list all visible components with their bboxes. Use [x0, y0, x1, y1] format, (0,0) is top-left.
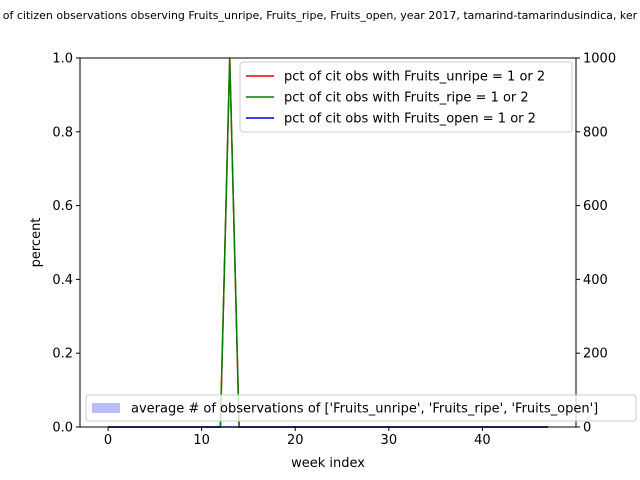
- legend-label: pct of cit obs with Fruits_unripe = 1 or…: [284, 70, 545, 85]
- y2-tick-label: 200: [583, 347, 608, 362]
- y2-tick-label: 0: [583, 421, 591, 436]
- x-tick-label: 0: [104, 433, 112, 448]
- legend-box: [239, 61, 573, 133]
- y-tick-label: 0.2: [52, 347, 73, 362]
- y-axis-label: percent: [29, 218, 44, 268]
- x-ticks: 0 10 20 30 40: [104, 427, 491, 448]
- x-tick-label: 10: [193, 433, 210, 448]
- legend-label: pct of cit obs with Fruits_open = 1 or 2: [284, 112, 536, 127]
- plot-frame: [79, 57, 577, 428]
- x-axis-label: week index: [291, 456, 365, 471]
- y2-tick-label: 600: [583, 199, 608, 214]
- x-tick-label: 30: [381, 433, 398, 448]
- legend-bars: average # of observations of ['Fruits_un…: [85, 394, 637, 422]
- legend-swatch: [92, 403, 120, 413]
- y2-tick-label: 800: [583, 125, 608, 140]
- y2-ticks: 0 200 400 600 800 1000: [576, 52, 616, 436]
- y2-tick-label: 400: [583, 273, 608, 288]
- x-tick-label: 40: [474, 433, 491, 448]
- legend-label: average # of observations of ['Fruits_un…: [131, 402, 598, 417]
- chart-title: of citizen observations observing Fruits…: [3, 9, 638, 22]
- y-tick-label: 0.0: [52, 421, 73, 436]
- y-ticks: 0.0 0.2 0.4 0.6 0.8 1.0: [52, 52, 80, 436]
- legend-label: pct of cit obs with Fruits_ripe = 1 or 2: [284, 91, 529, 106]
- y-tick-label: 0.8: [52, 125, 73, 140]
- legend-box: [85, 394, 637, 422]
- y-tick-label: 1.0: [52, 52, 73, 67]
- y2-tick-label: 1000: [583, 52, 616, 67]
- legend-lines: pct of cit obs with Fruits_unripe = 1 or…: [239, 61, 573, 133]
- y-tick-label: 0.6: [52, 199, 73, 214]
- x-tick-label: 20: [287, 433, 304, 448]
- y-tick-label: 0.4: [52, 273, 73, 288]
